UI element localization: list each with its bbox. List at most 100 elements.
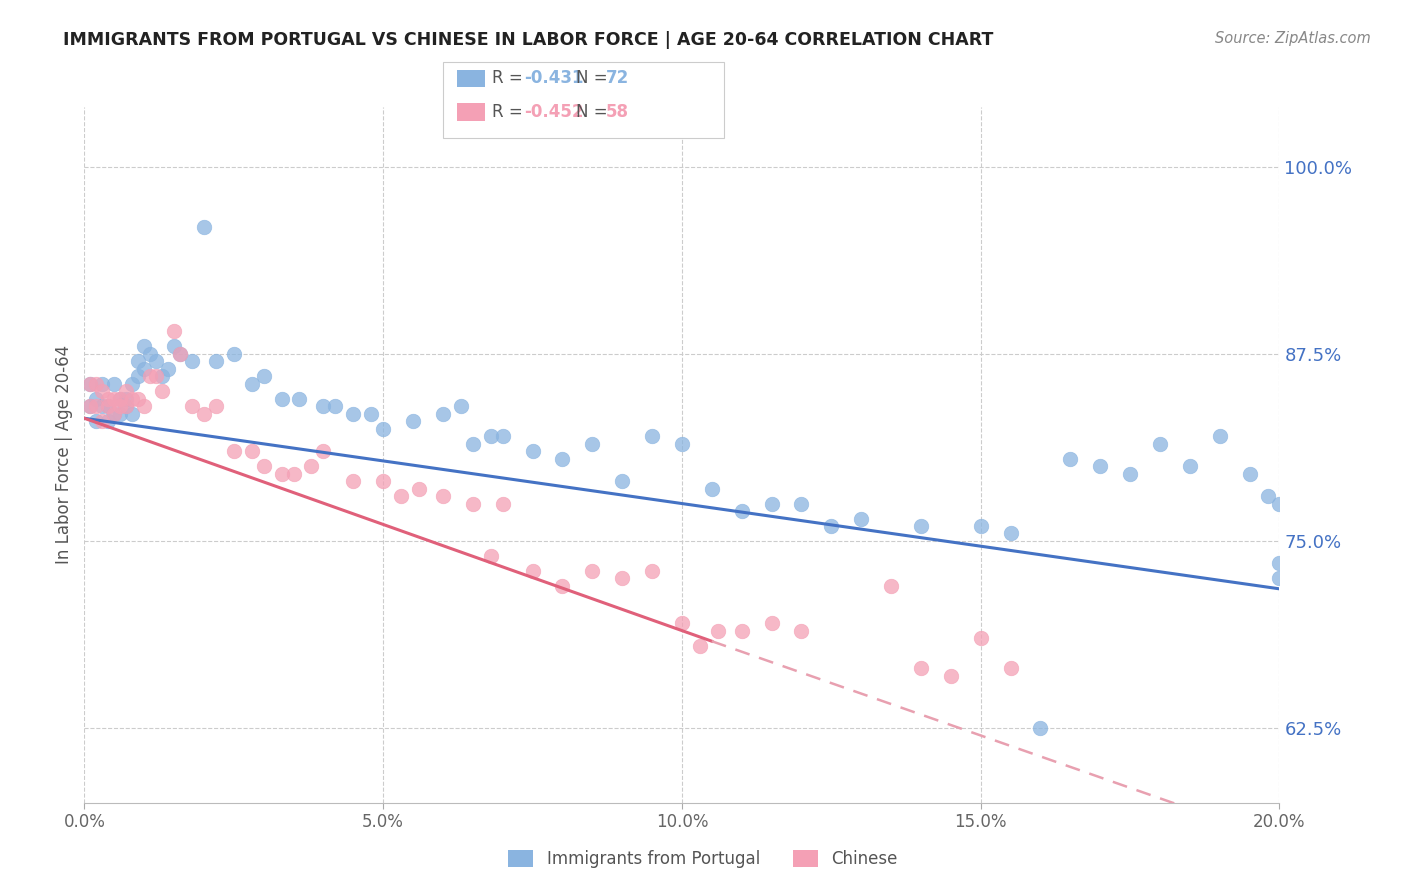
Point bbox=[79, 376, 101, 391]
Point bbox=[461, 436, 484, 450]
Legend: Immigrants from Portugal, Chinese: Immigrants from Portugal, Chinese bbox=[502, 843, 904, 875]
Y-axis label: In Labor Force | Age 20-64: In Labor Force | Age 20-64 bbox=[55, 345, 73, 565]
Text: -0.431: -0.431 bbox=[524, 69, 583, 87]
Point bbox=[193, 219, 215, 234]
Point bbox=[115, 399, 138, 413]
Point bbox=[1149, 436, 1171, 450]
Point bbox=[761, 497, 783, 511]
Point bbox=[240, 444, 263, 458]
Point bbox=[325, 399, 347, 413]
Point bbox=[169, 347, 191, 361]
Point bbox=[342, 407, 364, 421]
Point bbox=[110, 392, 132, 406]
Point bbox=[689, 639, 711, 653]
Point bbox=[157, 362, 180, 376]
Text: R =: R = bbox=[492, 69, 529, 87]
Point bbox=[110, 399, 132, 413]
Point bbox=[492, 497, 515, 511]
Point bbox=[110, 392, 132, 406]
Point bbox=[641, 429, 664, 443]
Point bbox=[373, 474, 395, 488]
Point bbox=[270, 392, 292, 406]
Point bbox=[522, 444, 544, 458]
Point bbox=[461, 497, 484, 511]
Text: -0.452: -0.452 bbox=[524, 103, 583, 120]
Point bbox=[91, 384, 114, 399]
Text: IMMIGRANTS FROM PORTUGAL VS CHINESE IN LABOR FORCE | AGE 20-64 CORRELATION CHART: IMMIGRANTS FROM PORTUGAL VS CHINESE IN L… bbox=[63, 31, 994, 49]
Point bbox=[132, 362, 156, 376]
Point bbox=[240, 376, 263, 391]
Point bbox=[86, 414, 108, 428]
Point bbox=[1268, 557, 1291, 571]
Point bbox=[707, 624, 730, 638]
Point bbox=[121, 392, 143, 406]
Point bbox=[790, 624, 813, 638]
Point bbox=[132, 399, 156, 413]
Point bbox=[360, 407, 382, 421]
Point bbox=[127, 369, 149, 384]
Point bbox=[97, 414, 120, 428]
Text: N =: N = bbox=[576, 69, 613, 87]
Point bbox=[820, 519, 842, 533]
Point bbox=[91, 376, 114, 391]
Point bbox=[86, 392, 108, 406]
Point bbox=[103, 407, 125, 421]
Point bbox=[1268, 497, 1291, 511]
Point bbox=[163, 339, 186, 353]
Point bbox=[127, 354, 149, 368]
Text: R =: R = bbox=[492, 103, 529, 120]
Point bbox=[79, 399, 101, 413]
Point bbox=[127, 392, 149, 406]
Point bbox=[222, 444, 245, 458]
Point bbox=[91, 399, 114, 413]
Point bbox=[79, 376, 101, 391]
Point bbox=[1268, 571, 1291, 585]
Point bbox=[1209, 429, 1232, 443]
Point bbox=[150, 369, 173, 384]
Point bbox=[91, 414, 114, 428]
Point bbox=[1000, 526, 1022, 541]
Point bbox=[731, 624, 754, 638]
Point bbox=[181, 399, 204, 413]
Point bbox=[970, 631, 993, 645]
Point bbox=[86, 399, 108, 413]
Point bbox=[910, 519, 932, 533]
Point bbox=[479, 429, 502, 443]
Point bbox=[551, 579, 574, 593]
Text: 58: 58 bbox=[606, 103, 628, 120]
Point bbox=[312, 399, 335, 413]
Point bbox=[342, 474, 364, 488]
Point bbox=[1059, 451, 1081, 466]
Point bbox=[301, 459, 323, 474]
Point bbox=[551, 451, 574, 466]
Point bbox=[253, 459, 276, 474]
Point bbox=[110, 407, 132, 421]
Point bbox=[193, 407, 215, 421]
Point bbox=[288, 392, 311, 406]
Point bbox=[115, 384, 138, 399]
Point bbox=[1178, 459, 1201, 474]
Point bbox=[432, 407, 454, 421]
Point bbox=[181, 354, 204, 368]
Point bbox=[1239, 467, 1261, 481]
Point bbox=[880, 579, 903, 593]
Point bbox=[612, 571, 634, 585]
Point bbox=[253, 369, 276, 384]
Point bbox=[450, 399, 472, 413]
Point bbox=[139, 347, 162, 361]
Point bbox=[121, 407, 143, 421]
Point bbox=[432, 489, 454, 503]
Point bbox=[1257, 489, 1279, 503]
Point bbox=[1029, 878, 1052, 892]
Point bbox=[121, 376, 143, 391]
Point bbox=[581, 564, 603, 578]
Point bbox=[373, 422, 395, 436]
Point bbox=[492, 429, 515, 443]
Point bbox=[205, 399, 228, 413]
Text: 72: 72 bbox=[606, 69, 630, 87]
Point bbox=[132, 339, 156, 353]
Point bbox=[939, 668, 962, 682]
Point bbox=[103, 392, 125, 406]
Point bbox=[270, 467, 292, 481]
Point bbox=[1029, 721, 1052, 735]
